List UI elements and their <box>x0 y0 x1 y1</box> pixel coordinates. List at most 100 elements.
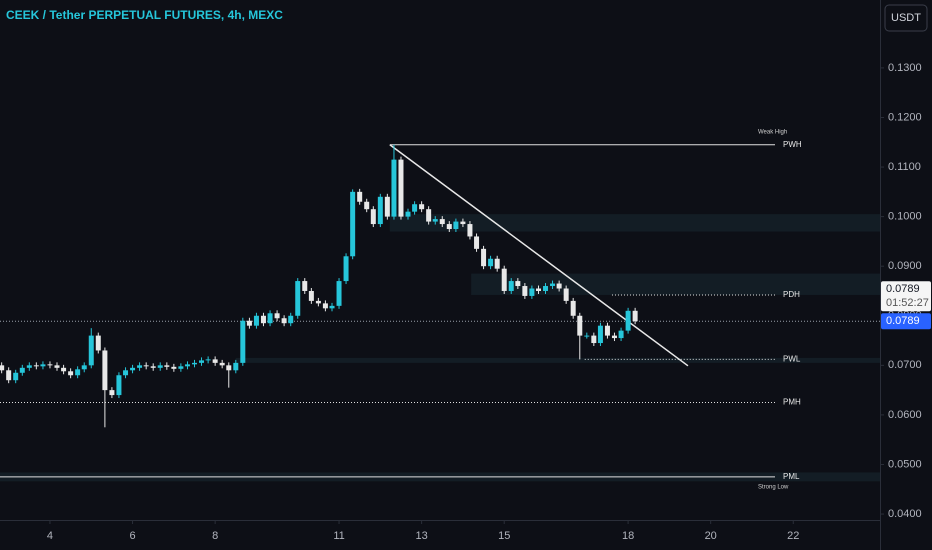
candle-body <box>529 288 535 296</box>
candle-body <box>467 224 473 237</box>
y-tick-label: 0.1100 <box>888 161 921 173</box>
candle-body <box>563 288 569 301</box>
y-tick-label: 0.0600 <box>888 409 922 421</box>
candle-body <box>364 201 370 210</box>
candle-body <box>40 364 46 367</box>
candle-body <box>116 375 122 396</box>
candle-body <box>618 330 624 339</box>
level-label: PWH <box>783 140 802 149</box>
currency-label[interactable]: USDT <box>891 12 921 24</box>
price-box <box>881 281 931 312</box>
candle-body <box>481 248 487 267</box>
price-box-value: 0.0789 <box>886 283 920 295</box>
level-annotation: Weak High <box>758 129 787 135</box>
y-tick-label: 0.1200 <box>888 111 922 123</box>
candle-body <box>494 258 500 269</box>
y-tick-label: 0.1000 <box>888 211 922 223</box>
candle-body <box>13 372 19 381</box>
candle-body <box>240 320 246 363</box>
candle-body <box>47 364 53 366</box>
y-tick-label: 0.0900 <box>888 260 922 272</box>
currency-button[interactable] <box>884 4 928 32</box>
x-tick-label: 11 <box>333 530 344 542</box>
candle-body <box>384 196 390 217</box>
candle-body <box>143 365 149 367</box>
candle-body <box>226 365 232 371</box>
candle-body <box>632 310 638 322</box>
candle-body <box>501 268 507 291</box>
candle-body <box>68 371 74 376</box>
candle-body <box>315 300 321 304</box>
candle-body <box>556 283 562 289</box>
last-price-label: 0.0789 <box>886 315 920 327</box>
candle-body <box>123 370 129 376</box>
zone <box>389 214 880 232</box>
zone <box>471 273 880 295</box>
candle-body <box>611 335 617 339</box>
candle-body <box>274 313 280 319</box>
candle-body <box>6 370 12 381</box>
candle-body <box>109 390 115 396</box>
candle-body <box>329 305 335 309</box>
candle-body <box>0 365 5 371</box>
candle-body <box>625 310 631 331</box>
level-label: PML <box>783 472 800 481</box>
countdown: 01:52:27 <box>886 297 929 309</box>
candle-body <box>343 256 349 282</box>
candle-body <box>205 359 211 361</box>
candle-body <box>95 335 101 351</box>
candle-body <box>295 281 301 316</box>
level-label: PMH <box>783 398 801 407</box>
y-tick-label: 0.0700 <box>888 359 922 371</box>
level-label: PDH <box>783 290 800 299</box>
candle-body <box>522 286 528 296</box>
candle-body <box>281 318 287 324</box>
candle-body <box>308 290 314 301</box>
candle-body <box>302 281 308 291</box>
candle-body <box>33 365 39 367</box>
plot-area <box>0 144 880 482</box>
candle-body <box>474 236 480 249</box>
chart-title: CEEK / Tether PERPETUAL FUTURES, 4h, MEX… <box>6 8 283 22</box>
x-tick-label: 13 <box>415 530 427 542</box>
candle-body <box>426 209 432 222</box>
candle-body <box>322 303 328 309</box>
candle-body <box>212 359 218 363</box>
candle-body <box>199 360 205 363</box>
candle-body <box>288 315 294 324</box>
candle-body <box>246 320 252 326</box>
y-tick-label: 0.0500 <box>888 458 922 470</box>
candle-body <box>350 191 356 257</box>
candle-body <box>253 315 259 326</box>
candle-body <box>61 367 67 372</box>
candle-body <box>19 367 25 373</box>
last-price-tag <box>881 313 931 330</box>
level-annotation: Strong Low <box>758 484 789 490</box>
candle-body <box>26 365 32 368</box>
candle-body <box>488 258 494 267</box>
y-tick-label: 0.0400 <box>888 508 922 520</box>
x-tick-label: 22 <box>787 530 799 542</box>
candle-body <box>357 191 363 202</box>
candle-body <box>75 369 81 376</box>
candle-body <box>591 335 597 344</box>
candle-body <box>164 365 170 367</box>
x-tick-label: 20 <box>705 530 717 542</box>
candle-body <box>398 159 404 217</box>
candle-body <box>81 365 87 370</box>
candle-body <box>515 281 521 287</box>
candle-body <box>405 211 411 217</box>
x-tick-label: 18 <box>622 530 634 542</box>
candle-body <box>130 367 136 371</box>
candle-body <box>178 366 184 369</box>
trendline <box>389 144 689 367</box>
x-tick-label: 8 <box>212 530 218 542</box>
candle-body <box>219 362 225 366</box>
candle-body <box>233 362 239 371</box>
candle-body <box>192 362 198 365</box>
zone <box>235 357 880 363</box>
candle-body <box>260 315 266 324</box>
candle-body <box>453 221 459 230</box>
candle-body <box>584 335 590 337</box>
